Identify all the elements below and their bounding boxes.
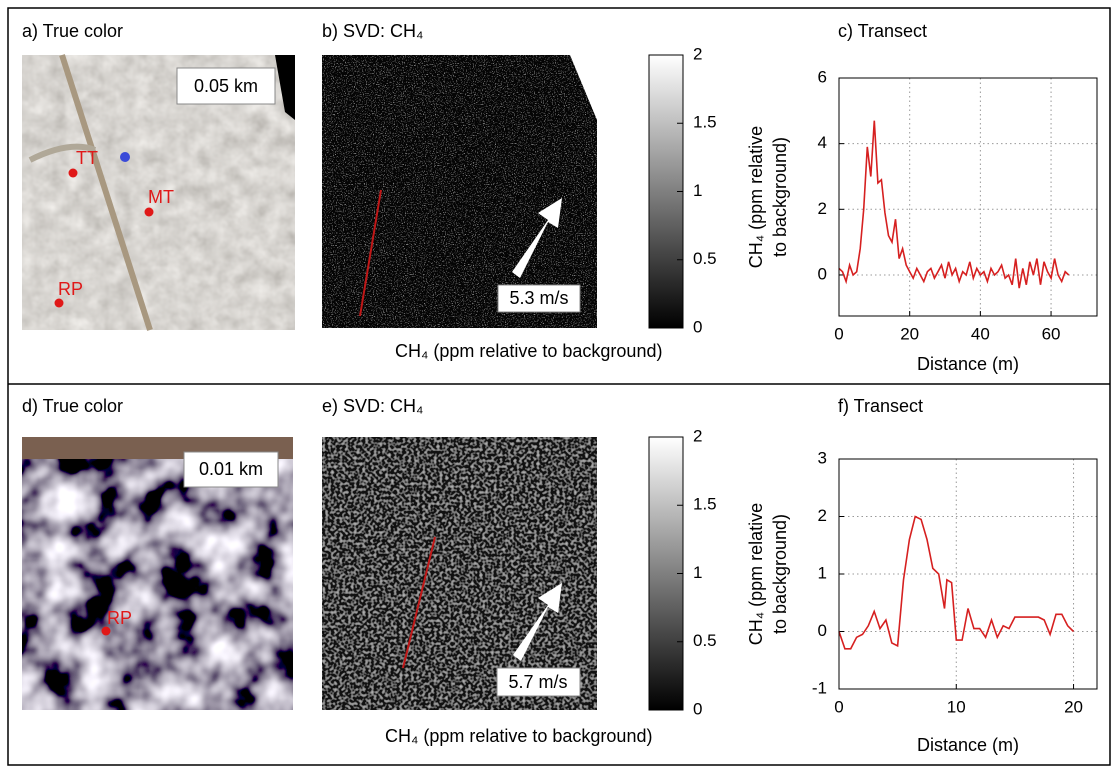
panel-title: b) SVD: CH₄ bbox=[322, 21, 423, 41]
y-axis-label: CH₄ (ppm relative bbox=[746, 126, 766, 268]
colorbar: 0 0.5 1 1.5 2 bbox=[648, 44, 717, 336]
x-tick-label: 60 bbox=[1042, 324, 1061, 343]
point-label: RP bbox=[58, 279, 83, 299]
y-tick-label: 6 bbox=[818, 67, 827, 86]
colorbar-tick-label: 2 bbox=[693, 426, 702, 445]
x-tick-label: 10 bbox=[947, 697, 966, 716]
y-tick-label: 4 bbox=[818, 133, 827, 152]
panel-title: a) True color bbox=[22, 21, 123, 41]
colorbar-tick-label: 1.5 bbox=[693, 495, 717, 514]
colorbar-tick-label: 2 bbox=[693, 44, 702, 63]
y-tick-label: 2 bbox=[818, 506, 827, 525]
plot-area bbox=[839, 459, 1097, 689]
x-tick-label: 0 bbox=[834, 324, 843, 343]
colorbar-tick-label: 0.5 bbox=[693, 249, 717, 268]
colorbar: 0 0.5 1 1.5 2 bbox=[648, 426, 717, 718]
point bbox=[68, 168, 78, 178]
y-axis-label: to background) bbox=[770, 137, 790, 257]
panel-title: d) True color bbox=[22, 396, 123, 416]
image-a bbox=[22, 54, 295, 331]
x-tick-label: 40 bbox=[971, 324, 990, 343]
y-tick-label: 0 bbox=[818, 621, 827, 640]
scale-label: 0.01 km bbox=[199, 459, 263, 479]
x-tick-label: 0 bbox=[834, 697, 843, 716]
chart-title: f) Transect bbox=[838, 396, 923, 416]
point bbox=[54, 298, 64, 308]
panel-title: e) SVD: CH₄ bbox=[322, 396, 423, 416]
series-line bbox=[838, 120, 1070, 289]
plot-frame bbox=[838, 77, 1098, 317]
plot-area bbox=[839, 78, 1097, 316]
plot-frame bbox=[838, 458, 1098, 690]
point bbox=[144, 207, 154, 217]
frame bbox=[7, 7, 1111, 766]
x-axis-label: Distance (m) bbox=[917, 735, 1019, 755]
scale-label: 0.05 km bbox=[194, 76, 258, 96]
colorbar-tick-label: 0 bbox=[693, 317, 702, 336]
y-tick-label: 0 bbox=[818, 264, 827, 283]
y-tick-label: 3 bbox=[818, 448, 827, 467]
y-tick-label: -1 bbox=[812, 678, 827, 697]
series-line bbox=[838, 515, 1075, 650]
point bbox=[101, 626, 111, 636]
y-tick-label: 2 bbox=[818, 199, 827, 218]
colorbar-tick-label: 1.5 bbox=[693, 113, 717, 132]
point-label: TT bbox=[76, 148, 98, 168]
wind-label: 5.7 m/s bbox=[508, 672, 567, 692]
y-axis-label: to background) bbox=[770, 514, 790, 634]
colorbar-tick-label: 0 bbox=[693, 699, 702, 718]
image-e bbox=[322, 437, 597, 710]
chart-title: c) Transect bbox=[838, 21, 927, 41]
x-tick-label: 20 bbox=[900, 324, 919, 343]
x-axis-label: Distance (m) bbox=[917, 354, 1019, 374]
point-label: MT bbox=[148, 187, 174, 207]
colorbar-tick-label: 0.5 bbox=[693, 631, 717, 650]
colorbar-tick-label: 1 bbox=[693, 563, 702, 582]
colorbar-label: CH₄ (ppm relative to background) bbox=[395, 341, 662, 361]
y-axis-label: CH₄ (ppm relative bbox=[746, 503, 766, 645]
point-label: RP bbox=[107, 608, 132, 628]
colorbar-label: CH₄ (ppm relative to background) bbox=[385, 726, 652, 746]
x-tick-label: 20 bbox=[1064, 697, 1083, 716]
image-b bbox=[322, 55, 597, 328]
image-d bbox=[22, 437, 293, 710]
wind-label: 5.3 m/s bbox=[509, 288, 568, 308]
colorbar-tick-label: 1 bbox=[693, 181, 702, 200]
y-tick-label: 1 bbox=[818, 563, 827, 582]
